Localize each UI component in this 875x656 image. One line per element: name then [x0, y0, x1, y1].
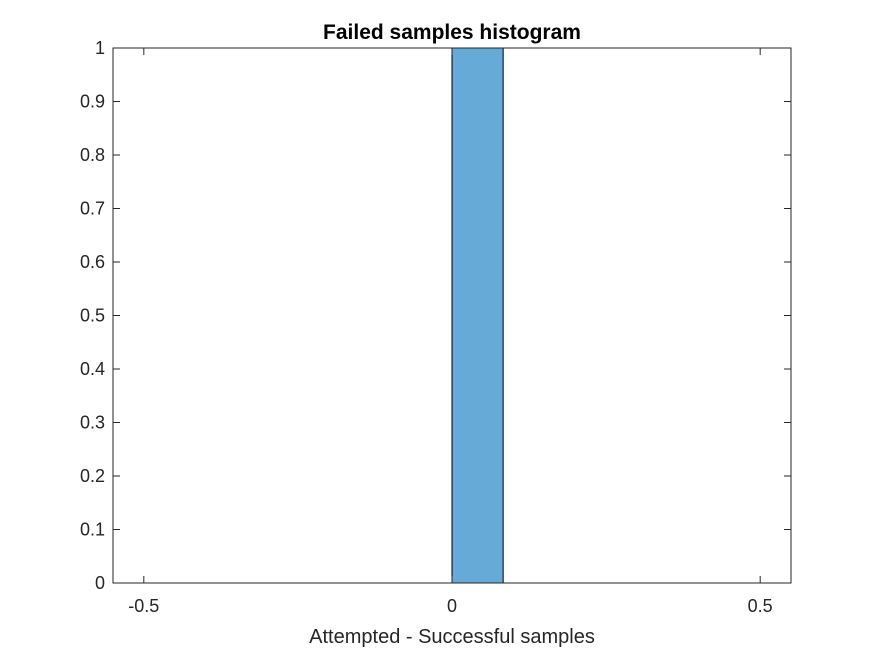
x-tick-label: 0	[447, 596, 457, 616]
chart-title: Failed samples histogram	[323, 21, 581, 44]
x-tick-label: 0.5	[748, 596, 773, 616]
y-tick-label: 0.2	[80, 466, 105, 486]
y-tick-label: 0.6	[80, 252, 105, 272]
y-tick-label: 0	[95, 573, 105, 593]
y-tick-label: 0.4	[80, 359, 105, 379]
x-axis-label: Attempted - Successful samples	[309, 626, 595, 648]
y-tick-label: 0.1	[80, 520, 105, 540]
x-tick-label: -0.5	[128, 596, 159, 616]
histogram-bar-0	[452, 48, 503, 583]
y-tick-label: 0.7	[80, 199, 105, 219]
y-tick-label: 0.3	[80, 413, 105, 433]
y-tick-label: 0.5	[80, 306, 105, 326]
y-tick-label: 0.9	[80, 92, 105, 112]
bars-group	[452, 48, 503, 583]
y-tick-label: 1	[95, 38, 105, 58]
y-tick-label: 0.8	[80, 145, 105, 165]
